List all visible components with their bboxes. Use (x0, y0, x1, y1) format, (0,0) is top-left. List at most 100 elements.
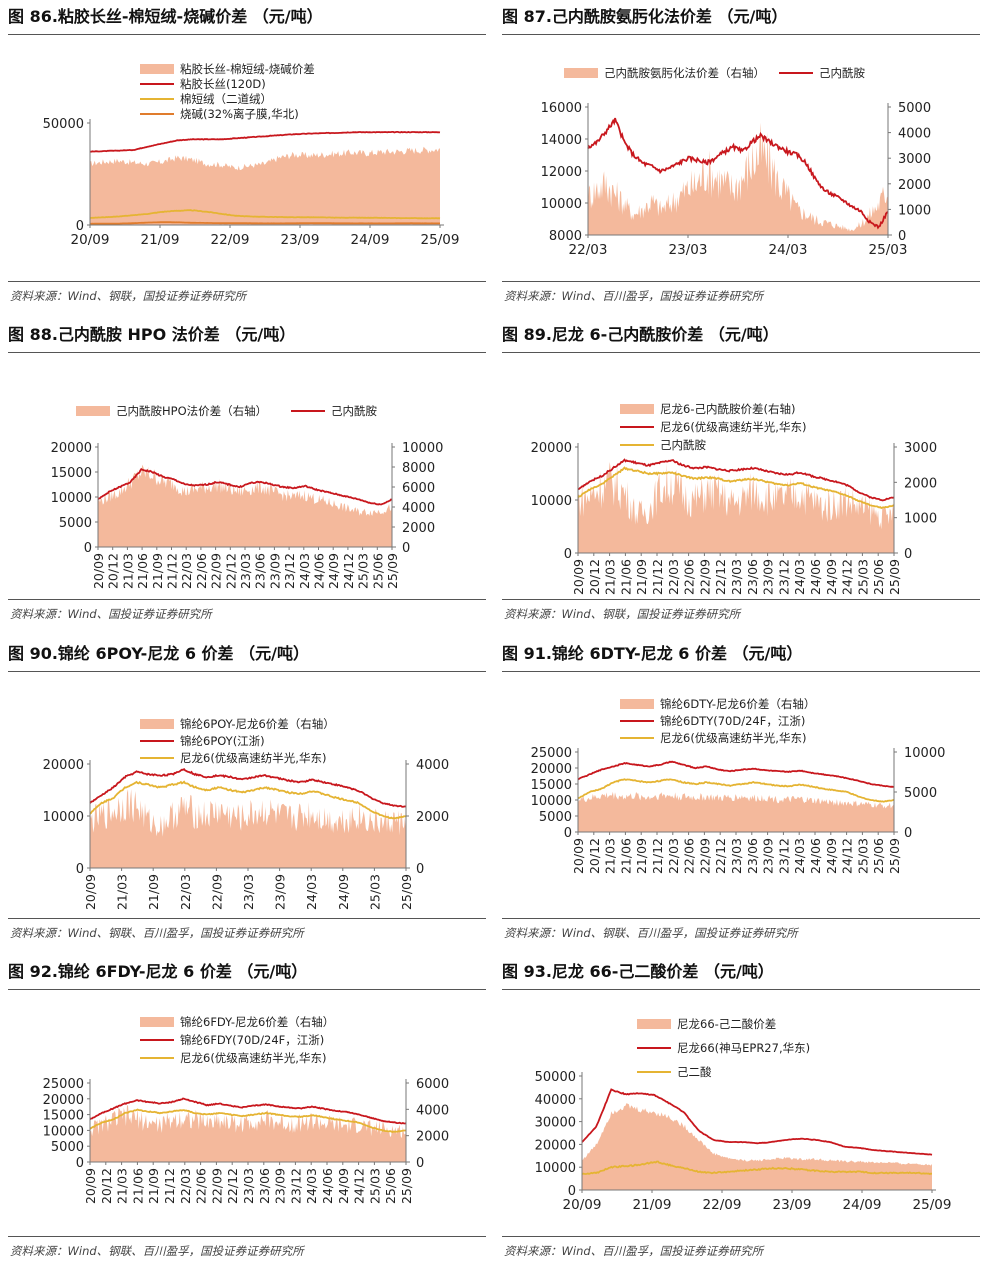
legend-label: 尼龙6(优级高速纺半光,华东) (660, 420, 806, 434)
y-tick-label-left: 20000 (51, 441, 92, 456)
area-series-0 (90, 146, 440, 225)
x-tick-label: 22/03 (178, 1168, 193, 1204)
y-tick-label-left: 30000 (535, 1116, 576, 1131)
title-rule (8, 34, 486, 35)
x-tick-label: 24/03 (304, 1168, 319, 1204)
figure-source: 资料来源：Wind、百川盈孚，国投证券证券研究所 (504, 289, 764, 303)
x-tick-label: 20/12 (106, 553, 121, 589)
line-series-2 (577, 466, 895, 510)
x-tick-label: 21/12 (650, 559, 665, 595)
x-tick-label: 20/09 (563, 1197, 602, 1213)
legend-label: 己内酰胺 (660, 438, 706, 452)
x-tick-label: 21/03 (603, 559, 618, 595)
y-tick-label-right: 1000 (898, 203, 931, 218)
panel-87: 图 87.己内酰胺氨肟化法价差 （元/吨） 8000 10000 12000 1400… (502, 5, 980, 315)
y-tick-label-left: 0 (76, 219, 84, 234)
y-tick-label-right: 3000 (904, 441, 937, 456)
x-tick-label: 22/09 (703, 1197, 742, 1213)
y-tick-label-right: 2000 (898, 178, 931, 193)
line-series-2 (89, 209, 441, 220)
figure-source: 资料来源：Wind、钢联、百川盈孚，国投证券证券研究所 (10, 1244, 304, 1258)
x-tick-label: 21/03 (603, 838, 618, 874)
chart-poy-nylon6-spread: 0 10000 20000 0 2000 4000 20/09 21/03 21/09 22/03… (43, 717, 449, 910)
y-tick-label-left: 5000 (51, 1140, 84, 1155)
x-tick-label: 22/12 (223, 553, 238, 589)
source-rule (502, 281, 980, 282)
y-tick-label-left: 20000 (43, 758, 84, 773)
line-series-1 (587, 117, 889, 230)
x-tick-label: 20/12 (587, 559, 602, 595)
x-tick-label: 23/12 (288, 1168, 303, 1204)
x-tick-label: 21/09 (146, 874, 161, 910)
line-series-1 (97, 467, 393, 506)
legend-label: 己内酰胺氨肟化法价差（右轴） (604, 66, 765, 80)
y-tick-label-right: 0 (904, 547, 912, 562)
line-series-2 (577, 778, 895, 803)
y-tick-label-left: 14000 (541, 133, 582, 148)
x-tick-label: 23/09 (761, 559, 776, 595)
y-tick-label-left: 50000 (43, 117, 84, 132)
legend-swatch-area (564, 68, 598, 78)
panel-89: 图 89.尼龙 6-己内酰胺价差 （元/吨） 0 10000 20000 0 1000 2… (502, 323, 980, 633)
legend-label: 锦纶6FDY-尼龙6价差（右轴） (180, 1015, 334, 1029)
figure-source: 资料来源：Wind、钢联、百川盈孚，国投证券证券研究所 (504, 926, 798, 940)
x-tick-label: 23/06 (253, 553, 268, 589)
x-tick-label: 21/09 (141, 232, 180, 248)
legend-label: 锦纶6POY-尼龙6价差（右轴） (180, 717, 335, 731)
title-rule (502, 989, 980, 990)
source-rule (502, 1236, 980, 1237)
y-tick-label-left: 40000 (535, 1093, 576, 1108)
source-rule (502, 918, 980, 919)
x-tick-label: 25/09 (887, 838, 902, 874)
y-tick-label-left: 10000 (43, 810, 84, 825)
y-tick-label-right: 4000 (416, 1103, 449, 1118)
y-tick-label-left: 25000 (531, 746, 572, 761)
panel-93: 图 93.尼龙 66-己二酸价差 （元/吨） 0 10000 20000 30000 4… (502, 960, 980, 1270)
x-tick-label: 24/09 (326, 553, 341, 589)
x-tick-label: 25/03 (367, 1168, 382, 1204)
area-series-0 (578, 791, 894, 832)
y-tick-label-left: 20000 (531, 441, 572, 456)
y-tick-label-right: 0 (898, 229, 906, 244)
figure-source: 资料来源：Wind、钢联、百川盈孚，国投证券证券研究所 (10, 926, 304, 940)
chart-nylon66-adipic-spread: 0 10000 20000 30000 40000 50000 20/09 21/09 22/0… (535, 1017, 952, 1213)
x-tick-label: 25/09 (399, 874, 414, 910)
x-tick-label: 21/09 (634, 559, 649, 595)
x-tick-label: 24/06 (320, 1168, 335, 1204)
legend-label: 粘胶长丝(120D) (180, 77, 266, 91)
x-tick-label: 22/12 (225, 1168, 240, 1204)
y-tick-label-right: 10000 (904, 746, 945, 761)
x-tick-label: 22/06 (682, 559, 697, 595)
x-tick-label: 25/03 (855, 559, 870, 595)
x-tick-label: 22/03 (569, 242, 608, 258)
y-tick-label-right: 0 (416, 1156, 424, 1171)
x-tick-label: 22/03 (666, 838, 681, 874)
x-tick-label: 20/09 (71, 232, 110, 248)
source-rule (8, 599, 486, 600)
line-series-1 (89, 130, 441, 153)
y-tick-label-right: 6000 (416, 1077, 449, 1092)
line-series-3 (90, 221, 440, 225)
y-tick-label-left: 0 (84, 541, 92, 556)
x-tick-label: 24/09 (843, 1197, 882, 1213)
title-rule (8, 989, 486, 990)
y-tick-label-left: 16000 (541, 101, 582, 116)
y-tick-label-left: 15000 (43, 1109, 84, 1124)
panel-86: 图 86.粘胶长丝-棉短绒-烧碱价差 （元/吨） 0 50000 20/09 21/0… (8, 5, 486, 315)
x-tick-label: 24/12 (840, 838, 855, 874)
x-tick-label: 23/09 (773, 1197, 812, 1213)
x-tick-label: 24/06 (312, 553, 327, 589)
y-tick-label-right: 2000 (904, 476, 937, 491)
x-tick-label: 23/03 (241, 874, 256, 910)
y-tick-label-left: 10000 (535, 1161, 576, 1176)
y-tick-label-left: 5000 (539, 810, 572, 825)
figure-title: 图 92.锦纶 6FDY-尼龙 6 价差 （元/吨） (8, 962, 308, 981)
x-tick-label: 21/09 (150, 553, 165, 589)
x-tick-label: 23/12 (776, 838, 791, 874)
x-tick-label: 23/09 (273, 874, 288, 910)
line-series-1 (89, 1097, 407, 1125)
y-tick-label-left: 12000 (541, 165, 582, 180)
panel-90: 图 90.锦纶 6POY-尼龙 6 价差 （元/吨） 0 10000 20000 0 2… (8, 642, 486, 952)
panel-91: 图 91.锦纶 6DTY-尼龙 6 价差 （元/吨） 0 5000 10000 150… (502, 642, 980, 952)
line-series-1 (89, 768, 407, 808)
